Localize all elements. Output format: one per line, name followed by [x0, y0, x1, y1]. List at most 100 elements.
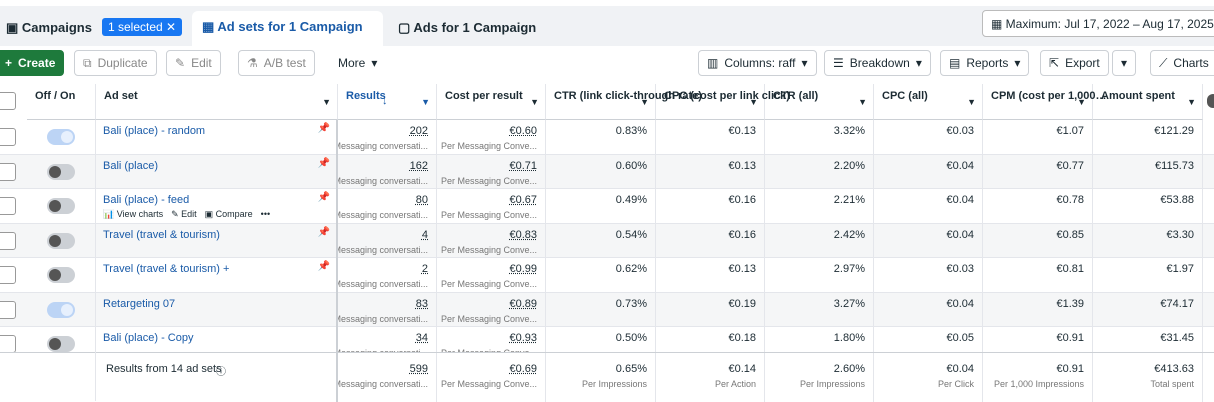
metric-subtext: Per Messaging Conve... [440, 313, 537, 324]
metric-cell: €0.04 [874, 292, 983, 327]
toggle-cell [27, 189, 96, 224]
toggle[interactable] [47, 129, 75, 145]
footer-value: 0.65% [615, 363, 647, 375]
column-header[interactable]: CPC (cost per link click) ▼ [656, 84, 790, 120]
adset-name[interactable]: Bali (place) - Copy [103, 332, 194, 344]
metric-value: 162 [409, 159, 428, 172]
toggle[interactable] [47, 198, 75, 214]
metric-value: €53.88 [1160, 194, 1194, 206]
toggle[interactable] [47, 267, 75, 283]
column-header[interactable]: Results ▼ [338, 84, 437, 120]
export-menu[interactable]: ▾ [1112, 50, 1137, 76]
column-header[interactable]: Amount spent ▼ [1093, 84, 1203, 120]
column-header[interactable]: CPC (all) ▼ [874, 84, 983, 120]
metric-cell: €0.04 [874, 189, 983, 224]
row-checkbox[interactable] [0, 335, 16, 353]
more-actions[interactable]: ••• [260, 209, 271, 219]
row-checkbox[interactable] [0, 197, 16, 215]
metric-cell: 0.49% [546, 189, 656, 224]
toggle[interactable] [47, 336, 75, 352]
metric-cell: €1.39 [983, 292, 1093, 327]
adsets-tab[interactable]: ▦ Ad sets for 1 Campaign [192, 11, 383, 46]
footer-cell: €0.91 Per 1,000 Impressions [983, 353, 1093, 402]
breakdown-button[interactable]: ☰ Breakdown ▾ [824, 50, 931, 76]
select-all[interactable] [0, 92, 16, 110]
ads-tab[interactable]: ▢ Ads for 1 Campaign [398, 20, 537, 35]
footer-subtext: Per Click [937, 379, 974, 389]
metric-value: €0.85 [1056, 228, 1084, 241]
metric-cell: €0.18 [656, 327, 765, 362]
metric-subtext: Messaging conversati... [338, 244, 428, 255]
adset-name[interactable]: Bali (place) - random [103, 125, 206, 137]
toggle-knob [49, 165, 61, 178]
header-label: CPM (cost per 1,000… [991, 90, 1107, 102]
metric-cell: €0.77 [983, 154, 1093, 189]
column-header[interactable]: CTR (link click-through rate) ▼ [546, 84, 702, 120]
metric-cell: 162 Messaging conversati... [338, 154, 437, 189]
info-icon: ⓘ [216, 367, 226, 378]
adset-name[interactable]: Bali (place) [103, 159, 159, 172]
row-checkbox[interactable] [0, 231, 16, 250]
metric-cell: 80 Messaging conversati... [338, 189, 437, 224]
header-label: Cost per result [445, 90, 523, 102]
column-header[interactable]: CTR (all) ▼ [765, 84, 874, 120]
metric-cell: 0.62% [546, 258, 656, 293]
toggle-knob [61, 131, 73, 143]
table-row: Travel (travel & tourism) 📌 4 Messaging con… [0, 223, 1214, 258]
footer-value: €0.14 [728, 363, 756, 375]
columns-button[interactable]: ▥ Columns: raff ▾ [698, 50, 817, 76]
adset-name[interactable]: Retargeting 07 [103, 297, 176, 310]
export-button[interactable]: ⇱ Export [1040, 50, 1109, 76]
metric-cell: 2.97% [765, 258, 874, 293]
charts-button[interactable]: ⟋ Charts [1150, 50, 1214, 76]
adset-name[interactable]: Travel (travel & tourism) + [103, 263, 230, 275]
metric-cell: 3.27% [765, 292, 874, 327]
more-button[interactable]: More ▾ [330, 50, 386, 76]
metric-value: €0.13 [728, 159, 756, 172]
row-checkbox[interactable] [0, 162, 16, 181]
column-header[interactable]: Off / On [27, 84, 96, 120]
button-label: Columns: raff [724, 56, 796, 70]
button-label: More [338, 56, 366, 70]
column-header[interactable]: CPM (cost per 1,000… ▼ [983, 84, 1107, 120]
row-checkbox[interactable] [0, 300, 16, 319]
metric-value: 3.32% [833, 125, 865, 137]
row-checkbox[interactable] [0, 128, 16, 146]
campaigns-tab[interactable]: ▣ Campaigns [6, 20, 92, 35]
toggle[interactable] [47, 301, 75, 318]
footer-value: 599 [409, 363, 428, 375]
adset-name[interactable]: Bali (place) - feed [103, 194, 190, 206]
toggle[interactable] [47, 163, 75, 180]
selected-chip[interactable]: 1 selected ✕ [102, 18, 183, 36]
footer-value: €0.69 [509, 363, 537, 375]
button-label: Edit [191, 56, 212, 70]
create-button[interactable]: + Create [0, 50, 65, 76]
table-row: Bali (place) - random 📌 202 Messaging conve… [0, 120, 1214, 155]
abtest-button[interactable]: ⚗ A/B test [238, 50, 315, 76]
column-header[interactable]: Cost per result ▼ [437, 84, 546, 120]
reports-button[interactable]: ▤ Reports ▾ [940, 50, 1030, 76]
adset-name[interactable]: Travel (travel & tourism) [103, 228, 220, 241]
toggle[interactable] [47, 232, 75, 249]
pin-icon: 📌 [317, 261, 330, 272]
metric-subtext: Per Messaging Conve... [440, 210, 537, 220]
footer-subtext: Per Messaging Conve... [440, 379, 537, 389]
footer-label: Results from 14 ad sets [106, 363, 222, 375]
column-header[interactable]: Ad set ▼ [96, 84, 338, 120]
row-action[interactable]: ▣ Compare [204, 209, 253, 219]
metric-value: 2.97% [833, 263, 865, 275]
metric-value: €0.60 [509, 125, 537, 137]
metric-cell: 2.21% [765, 189, 874, 224]
row-action[interactable]: ✎ Edit [171, 209, 197, 219]
row-action[interactable]: 📊 View charts [103, 209, 164, 219]
edit-button[interactable]: ✎ Edit [166, 50, 221, 76]
metric-value: 0.62% [615, 263, 647, 275]
duplicate-button[interactable]: ⧉ Duplicate [74, 50, 157, 76]
metric-cell: 0.50% [546, 327, 656, 362]
date-picker[interactable]: ▦ Maximum: Jul 17, 2022 – Aug 17, 2025 ▾ [982, 10, 1214, 37]
metric-cell: €0.78 [983, 189, 1093, 224]
footer-value: €413.63 [1154, 363, 1194, 375]
metric-cell: €53.88 [1093, 189, 1203, 224]
row-checkbox[interactable] [0, 266, 16, 284]
metric-cell: €0.83 Per Messaging Conve... [437, 223, 546, 258]
